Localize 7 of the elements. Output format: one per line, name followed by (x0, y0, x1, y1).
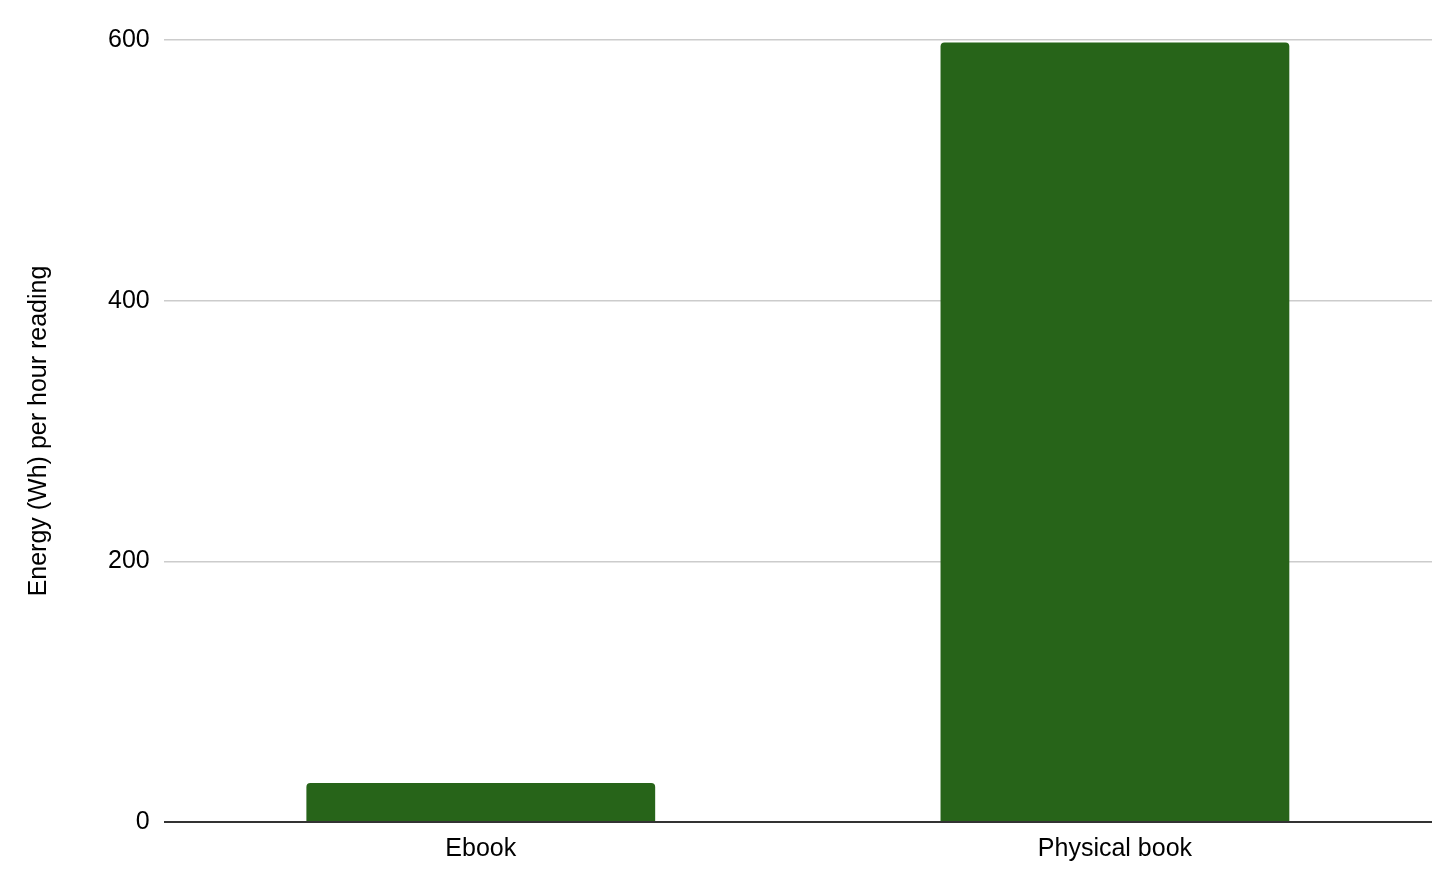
y-tick-label: 200 (107, 545, 150, 574)
y-axis-title: Energy (Wh) per hour reading (22, 265, 51, 597)
y-tick-label: 600 (107, 23, 150, 52)
y-tick-label: 400 (107, 284, 150, 313)
x-tick-label: Ebook (445, 832, 517, 861)
x-tick-label: Physical book (1037, 832, 1193, 861)
y-tick-label: 0 (135, 805, 150, 834)
